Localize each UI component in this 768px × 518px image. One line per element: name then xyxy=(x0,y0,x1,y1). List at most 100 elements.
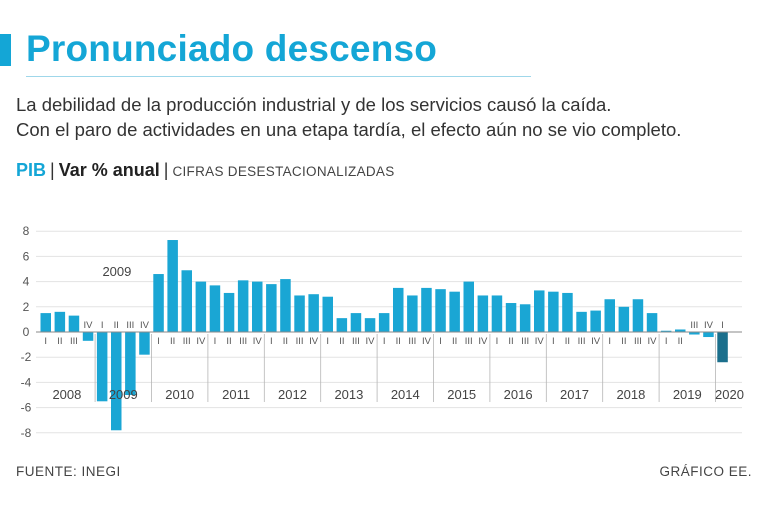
bar-2019-I xyxy=(660,330,672,332)
year-label-2020: 2020 xyxy=(715,387,744,402)
quarter-label: IV xyxy=(422,336,432,347)
bar-2015-III xyxy=(463,281,474,332)
quarter-label: III xyxy=(521,336,529,347)
bar-2018-IV xyxy=(646,313,658,332)
y-tick-label: -8 xyxy=(21,426,32,440)
bar-2013-III xyxy=(350,313,362,332)
quarter-label: III xyxy=(408,336,416,347)
quarter-label: I xyxy=(496,336,499,347)
bar-2018-I xyxy=(604,299,615,332)
bar-2008-III xyxy=(68,315,80,332)
bar-2009-IV xyxy=(139,332,150,355)
y-tick-label: 4 xyxy=(23,275,30,289)
bar-2017-I xyxy=(548,291,559,332)
quarter-label: IV xyxy=(84,320,94,331)
measure-separator-2: | xyxy=(163,160,169,180)
quarter-label: III xyxy=(634,336,642,347)
quarter-label: I xyxy=(101,320,104,331)
quarter-label: III xyxy=(183,336,191,347)
quarter-label: IV xyxy=(366,336,376,347)
bar-2008-II xyxy=(54,311,66,332)
bar-2017-III xyxy=(576,311,587,332)
quarter-label: I xyxy=(439,336,442,347)
quarter-label: I xyxy=(665,336,668,347)
bar-2012-IV xyxy=(308,294,319,332)
bar-2019-III xyxy=(689,332,700,335)
quarter-label: II xyxy=(57,336,62,347)
bar-2016-III xyxy=(519,304,531,332)
bar-2008-IV xyxy=(82,332,94,341)
quarter-label: II xyxy=(396,336,401,347)
quarter-label: I xyxy=(326,336,329,347)
y-tick-label: 8 xyxy=(23,224,30,238)
quarter-label: II xyxy=(565,336,570,347)
bar-2011-IV xyxy=(252,281,263,332)
year-label-2019: 2019 xyxy=(673,387,702,402)
quarter-label: IV xyxy=(648,336,658,347)
quarter-label: II xyxy=(621,336,626,347)
seasonal-note: CIFRAS DESESTACIONALIZADAS xyxy=(172,164,395,179)
year-label-2014: 2014 xyxy=(391,387,420,402)
quarter-label: I xyxy=(214,336,217,347)
y-tick-label: -2 xyxy=(21,350,32,364)
quarter-label: III xyxy=(465,336,473,347)
quarter-label: III xyxy=(352,336,360,347)
bar-2020-I xyxy=(717,332,728,363)
quarter-label: III xyxy=(578,336,586,347)
bar-2008-I xyxy=(40,313,51,332)
bar-2019-II xyxy=(675,329,686,332)
quarter-label: IV xyxy=(253,336,263,347)
quarter-label: II xyxy=(508,336,513,347)
unit-label: Var % anual xyxy=(58,160,160,180)
year-label-2010: 2010 xyxy=(165,387,194,402)
year-label-2012: 2012 xyxy=(278,387,307,402)
y-tick-label: 6 xyxy=(23,249,30,263)
quarter-label: II xyxy=(283,336,288,347)
quarter-label: I xyxy=(552,336,555,347)
quarter-label: I xyxy=(270,336,273,347)
chart-subtitle: La debilidad de la producción industrial… xyxy=(16,92,756,142)
year-label-2008: 2008 xyxy=(52,387,81,402)
title-accent-bar xyxy=(0,34,11,66)
source-note: FUENTE: INEGI xyxy=(16,464,121,479)
bar-2011-II xyxy=(223,292,235,332)
title-divider xyxy=(26,76,531,77)
annotation-label: 2009 xyxy=(102,264,131,279)
quarter-label: IV xyxy=(591,336,601,347)
quarter-label: III xyxy=(126,320,134,331)
year-label-2016: 2016 xyxy=(504,387,533,402)
quarter-label: II xyxy=(114,320,119,331)
y-tick-label: -6 xyxy=(21,401,32,415)
quarter-label: I xyxy=(157,336,160,347)
quarter-label: I xyxy=(608,336,611,347)
bar-2012-III xyxy=(294,295,305,332)
quarter-label: III xyxy=(70,336,78,347)
y-tick-label: -4 xyxy=(21,375,32,389)
year-label-2015: 2015 xyxy=(447,387,476,402)
quarter-label: II xyxy=(339,336,344,347)
quarter-label: IV xyxy=(196,336,206,347)
bar-2017-IV xyxy=(590,310,601,332)
quarter-label: IV xyxy=(140,320,150,331)
quarter-label: IV xyxy=(704,320,714,331)
bar-2010-I xyxy=(153,274,164,332)
quarter-label: IV xyxy=(535,336,545,347)
bar-2014-I xyxy=(378,313,390,332)
quarter-label: II xyxy=(678,336,683,347)
year-label-2017: 2017 xyxy=(560,387,589,402)
y-tick-label: 2 xyxy=(23,300,30,314)
quarter-label: III xyxy=(690,320,698,331)
quarter-label: I xyxy=(383,336,386,347)
quarter-label: I xyxy=(44,336,47,347)
bar-2016-IV xyxy=(534,290,545,332)
chart-title: Pronunciado descenso xyxy=(26,28,438,69)
bar-2015-II xyxy=(449,291,460,332)
bar-2012-I xyxy=(266,284,277,332)
year-label-2013: 2013 xyxy=(334,387,363,402)
indicator-label: PIB xyxy=(16,160,47,180)
quarter-label: III xyxy=(296,336,304,347)
bar-2009-I xyxy=(96,332,108,402)
bar-2013-I xyxy=(322,296,333,332)
bar-2011-I xyxy=(209,285,221,332)
